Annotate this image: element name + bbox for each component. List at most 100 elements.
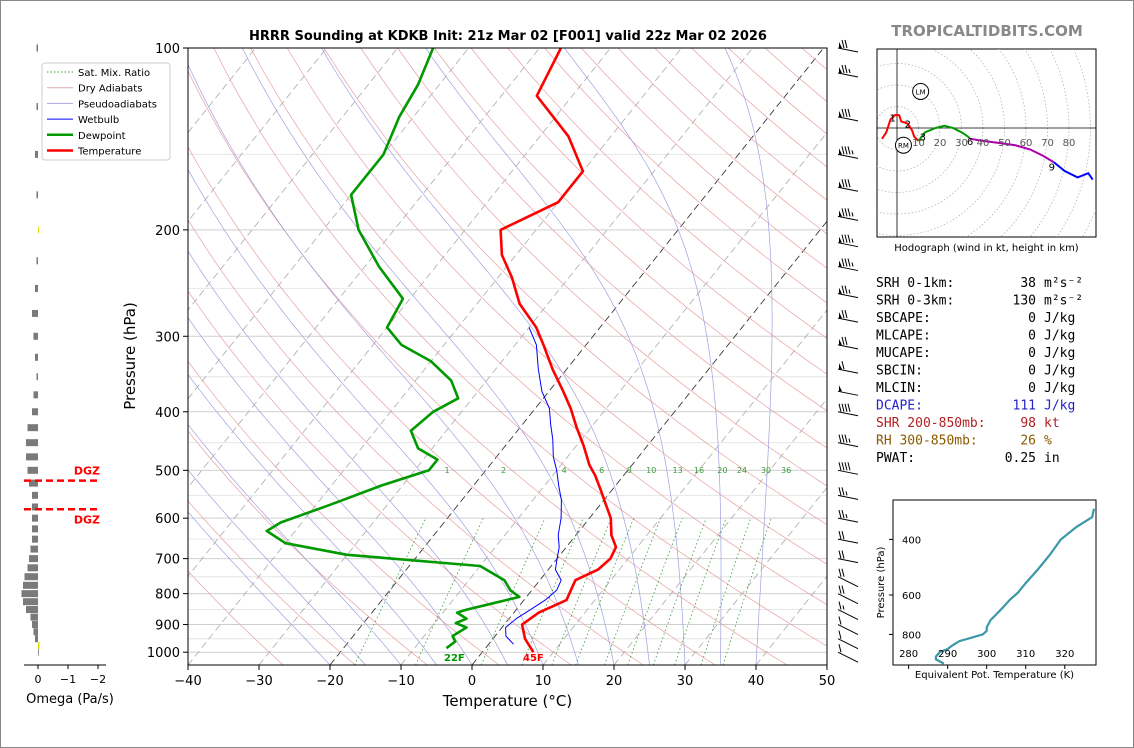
wind-barb: [837, 616, 859, 635]
wind-barb-full: [847, 108, 851, 117]
y-axis-title: Pressure (hPa): [121, 302, 139, 410]
wind-barb-full: [844, 462, 848, 471]
pseudo-adiabat: [564, 48, 722, 665]
wind-barb-half: [848, 438, 851, 443]
wind-barb-full: [847, 146, 851, 155]
stat-label: MLCAPE:: [876, 329, 931, 344]
wind-barb-full: [844, 310, 848, 319]
wind-barb-shaft: [837, 390, 859, 396]
hodograph-caption: Hodograph (wind in kt, height in km): [894, 243, 1079, 254]
omega-bar: [27, 424, 38, 432]
legend-label: Dewpoint: [78, 131, 126, 142]
dry-adiabat: [470, 48, 827, 375]
theta-e-y-tick-label: 600: [902, 591, 921, 602]
dry-adiabat: [188, 430, 428, 665]
omega-bar: [36, 373, 38, 381]
theta-e-x-tick-label: 320: [1055, 649, 1074, 660]
stat-value: 38: [1020, 276, 1036, 291]
mixing-ratio-line: [480, 518, 546, 665]
dry-adiabat: [213, 48, 827, 647]
x-tick-label: 50: [819, 674, 836, 689]
wind-barb-full: [841, 208, 845, 217]
hodograph-trace: [969, 137, 1055, 164]
pseudo-adiabat: [724, 48, 773, 665]
omega-bar: [35, 284, 38, 292]
dry-adiabat: [286, 48, 827, 565]
wind-barb-full: [844, 64, 848, 74]
wind-barb-full: [841, 585, 845, 594]
wind-barb-full: [841, 146, 845, 155]
wind-barb: [837, 531, 859, 544]
pseudo-adiabat: [425, 48, 686, 665]
dry-adiabat: [188, 146, 716, 665]
x-tick-label: −30: [245, 674, 272, 689]
wind-barb-flag: [839, 312, 842, 319]
omega-bar: [30, 613, 38, 621]
theta-e-x-axis-title: Equivalent Pot. Temperature (K): [915, 670, 1074, 681]
surface-dewpoint-label: 22F: [444, 653, 465, 664]
wind-barb-shaft: [837, 266, 859, 272]
stat-label: RH 300-850mb:: [876, 434, 978, 449]
stat-label: DCAPE:: [876, 399, 923, 414]
hodograph-ring-label: 20: [934, 138, 947, 149]
wind-barb-shaft: [837, 593, 859, 605]
mixing-ratio-line: [674, 518, 727, 665]
stat-value: 98: [1020, 416, 1036, 431]
wind-barb: [837, 285, 859, 299]
omega-bar: [26, 453, 38, 461]
hodograph-grid: [877, 49, 1096, 237]
hodograph-ring-label: 80: [1063, 138, 1076, 149]
wind-barb: [837, 568, 859, 588]
wetbulb-line: [505, 327, 562, 645]
y-tick-label: 500: [155, 464, 180, 479]
hodograph-motion-marker: [912, 82, 930, 100]
wind-barb-shaft: [837, 638, 859, 650]
omega-bar: [27, 564, 38, 572]
wind-barb-flag: [839, 236, 842, 243]
hodograph-motion-marker: [894, 136, 912, 154]
omega-bar: [26, 439, 38, 447]
x-tick-label: 20: [606, 674, 623, 689]
omega-x-tick-label: 0: [35, 673, 42, 686]
dry-adiabat: [188, 500, 356, 665]
y-tick-label: 900: [155, 619, 180, 634]
wind-barb-flag: [839, 260, 842, 267]
wind-barb-half: [845, 491, 848, 496]
wind-barb-half: [851, 150, 854, 155]
y-tick-label: 700: [155, 553, 180, 568]
wind-barb: [837, 258, 859, 272]
wind-barb-half: [848, 289, 851, 294]
legend-label: Dry Adiabats: [78, 84, 142, 95]
wind-barb-shaft: [837, 215, 859, 221]
wind-barb-shaft: [837, 242, 859, 248]
wind-barb-flag: [839, 67, 842, 74]
wind-barb-full: [847, 234, 851, 243]
wind-barb-full: [841, 510, 845, 519]
wind-barb: [837, 550, 859, 564]
hodograph-ring-label: 50: [998, 138, 1011, 149]
dry-adiabat: [360, 48, 827, 487]
stat-label: SHR 200-850mb:: [876, 416, 986, 431]
omega-bar: [36, 191, 38, 199]
x-tick-label: −20: [316, 674, 343, 689]
dry-adiabat: [188, 360, 500, 665]
mixing-ratio-label: 10: [646, 466, 656, 475]
wind-barb-shaft: [837, 558, 859, 564]
skewt-axes: 1 2 4 6 8 10 13 16 20 24 30 36−40 −30 −20 −10 0 10 20 30 40…: [121, 42, 835, 710]
wind-barb-shaft: [837, 47, 859, 53]
mixing-ratio-line: [551, 518, 612, 665]
wind-barb-full: [838, 585, 842, 594]
omega-bar: [23, 598, 38, 606]
dewpoint-line: [265, 48, 521, 650]
wind-barb-full: [838, 462, 842, 471]
wind-barb-full: [841, 403, 845, 412]
pseudo-adiabat: [188, 63, 579, 665]
wind-barb-full: [841, 258, 845, 267]
stat-label: PWAT:: [876, 451, 915, 466]
wind-barb-full: [847, 208, 851, 217]
x-tick-label: 40: [748, 674, 765, 689]
omega-bar: [35, 353, 38, 361]
wind-barb: [837, 208, 859, 221]
omega-bar: [33, 332, 38, 340]
pseudo-adiabat: [188, 250, 508, 665]
